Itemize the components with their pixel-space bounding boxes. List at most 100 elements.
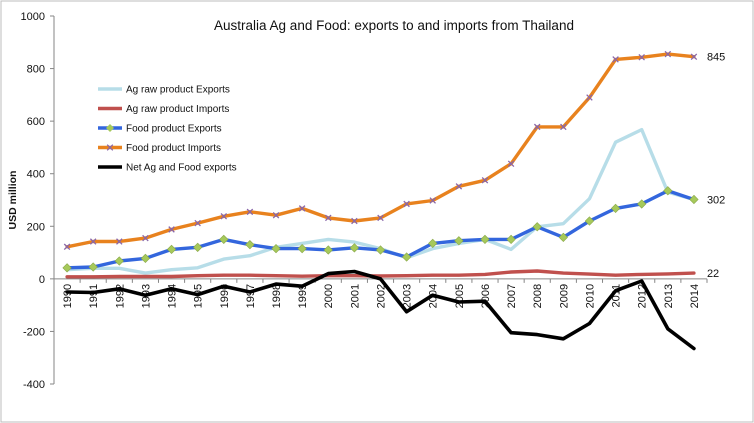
x-tick-label: 2000 [323,284,335,308]
y-tick-label: 800 [27,64,45,76]
data-point [562,271,566,275]
y-tick-label: -200 [23,326,45,338]
data-point [222,284,226,288]
data-point [507,160,515,167]
data-point [431,273,435,277]
x-tick-label: 1990 [62,284,74,308]
data-point [298,205,306,212]
data-point [353,270,357,274]
x-tick-label: 2002 [376,284,388,308]
legend-item-food-product-imports: Food product Imports [98,143,221,154]
data-point [614,273,618,277]
data-point [640,128,644,132]
data-point [403,200,410,208]
data-point [610,203,621,214]
data-point [272,211,280,219]
data-point [666,272,670,276]
data-point [166,244,177,255]
data-point [246,208,254,216]
data-point [535,333,539,337]
legend-label: Food product Imports [126,143,221,154]
legend-label: Ag raw product Exports [126,85,230,96]
series-net-ag-and-food-exports [65,269,696,351]
data-point [91,291,95,295]
data-point [196,293,200,297]
data-point [245,240,255,250]
data-point [222,273,226,277]
data-point [63,243,71,251]
legend-label: Net Ag and Food exports [126,163,237,174]
data-point [558,232,568,242]
data-point [375,245,386,255]
data-point [533,123,541,131]
data-point [429,197,436,204]
data-point [640,279,644,283]
data-point [614,140,618,144]
data-point [535,269,539,273]
data-point [194,219,201,227]
data-point [62,263,72,273]
data-point [379,277,383,281]
data-point [455,183,463,190]
legend-item-ag-raw-product-imports: Ag raw product Imports [98,104,229,115]
data-point [170,268,174,272]
data-point [326,272,330,276]
y-tick-label: 400 [27,169,45,181]
x-tick-label: 1998 [271,284,283,308]
data-point [118,287,122,291]
data-point [140,253,151,263]
data-point [65,275,69,279]
data-point [65,290,69,294]
data-point [483,299,487,303]
data-point [588,322,592,326]
series-line [65,269,696,351]
data-point [562,337,566,341]
data-point [640,273,644,277]
data-point [483,273,487,277]
data-point [114,256,124,266]
data-point [274,274,278,278]
data-point [532,222,542,232]
data-point [271,244,281,254]
data-point [560,123,567,131]
legend-item-food-product-exports: Food product Exports [98,124,222,135]
data-point [666,327,670,331]
data-point [349,243,360,253]
data-point [222,257,226,261]
legend-item-net-ag-and-food-exports: Net Ag and Food exports [98,163,237,174]
x-tick-label: 2009 [558,284,570,308]
data-point [248,273,252,277]
data-point [91,275,95,279]
data-point [323,245,333,255]
y-tick-label: 1000 [21,11,45,23]
data-point [692,271,696,275]
data-point [480,234,490,245]
data-point [297,244,307,254]
data-point [690,53,698,61]
data-point [142,234,149,242]
x-tick-label: 2001 [349,284,361,308]
data-point [274,282,278,286]
y-tick-label: 200 [27,221,45,233]
data-point [663,186,673,196]
data-point [454,236,464,246]
data-point [89,238,97,245]
data-point [196,274,200,278]
data-point [586,94,593,101]
x-tick-label: 1997 [245,284,257,308]
data-point [118,267,122,271]
data-point [220,213,228,220]
data-point [326,238,330,242]
data-point [377,214,384,222]
data-point [168,226,175,233]
x-tick-label: 1999 [297,284,309,308]
x-tick-label: 1996 [219,284,231,308]
data-point [457,300,461,304]
y-axis-label: USD million [7,171,19,230]
data-point [457,273,461,277]
x-tick-label: 1991 [88,284,100,308]
data-label-food-product-exports: 302 [707,194,725,206]
